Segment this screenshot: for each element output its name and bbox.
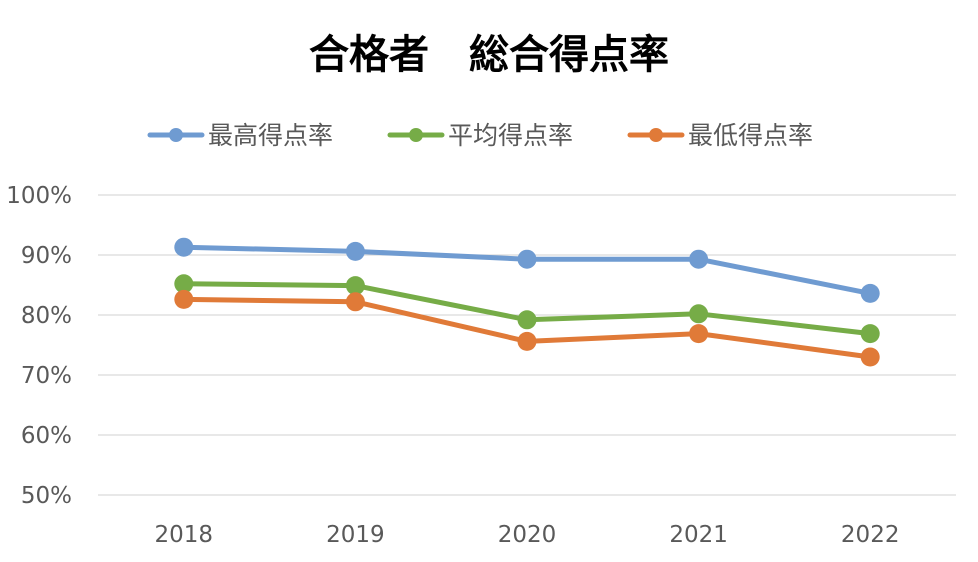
y-tick-label: 90% <box>21 243 72 269</box>
x-axis: 2018 2019 2020 2021 2022 <box>155 522 900 548</box>
data-point <box>689 324 709 344</box>
y-tick-label: 60% <box>21 423 72 449</box>
data-point <box>517 310 537 330</box>
legend-label: 最低得点率 <box>688 121 813 150</box>
plot-area <box>174 237 880 367</box>
data-point <box>174 274 194 294</box>
y-tick-label: 70% <box>21 363 72 389</box>
data-point <box>689 304 709 324</box>
legend-item: 平均得点率 <box>387 121 573 150</box>
data-point <box>517 331 537 351</box>
legend-marker <box>169 128 183 142</box>
legend-marker <box>409 128 423 142</box>
data-point <box>345 292 365 312</box>
legend-marker <box>649 128 663 142</box>
data-point <box>689 249 709 269</box>
y-tick-label: 50% <box>21 483 72 509</box>
data-point <box>345 276 365 296</box>
y-tick-label: 100% <box>6 183 72 209</box>
data-point <box>860 347 880 367</box>
data-point <box>860 324 880 344</box>
legend-item: 最低得点率 <box>627 121 813 150</box>
data-point <box>174 237 194 257</box>
series-3 <box>174 289 880 367</box>
data-point <box>174 289 194 309</box>
legend-item: 最高得点率 <box>147 121 333 150</box>
data-point <box>517 249 537 269</box>
x-tick-label: 2022 <box>841 522 900 548</box>
chart-title: 合格者 総合得点率 <box>309 32 669 78</box>
legend-label: 平均得点率 <box>448 121 573 150</box>
data-point <box>345 241 365 261</box>
legend: 最高得点率 平均得点率 最低得点率 <box>147 121 813 150</box>
x-tick-label: 2018 <box>155 522 214 548</box>
y-axis: 50% 60% 70% 80% 90% 100% <box>6 183 72 509</box>
series-1 <box>174 237 880 303</box>
data-point <box>860 283 880 303</box>
x-tick-label: 2019 <box>326 522 385 548</box>
y-tick-label: 80% <box>21 303 72 329</box>
x-tick-label: 2020 <box>498 522 557 548</box>
x-tick-label: 2021 <box>669 522 728 548</box>
legend-label: 最高得点率 <box>208 121 333 150</box>
series-2 <box>174 274 880 344</box>
